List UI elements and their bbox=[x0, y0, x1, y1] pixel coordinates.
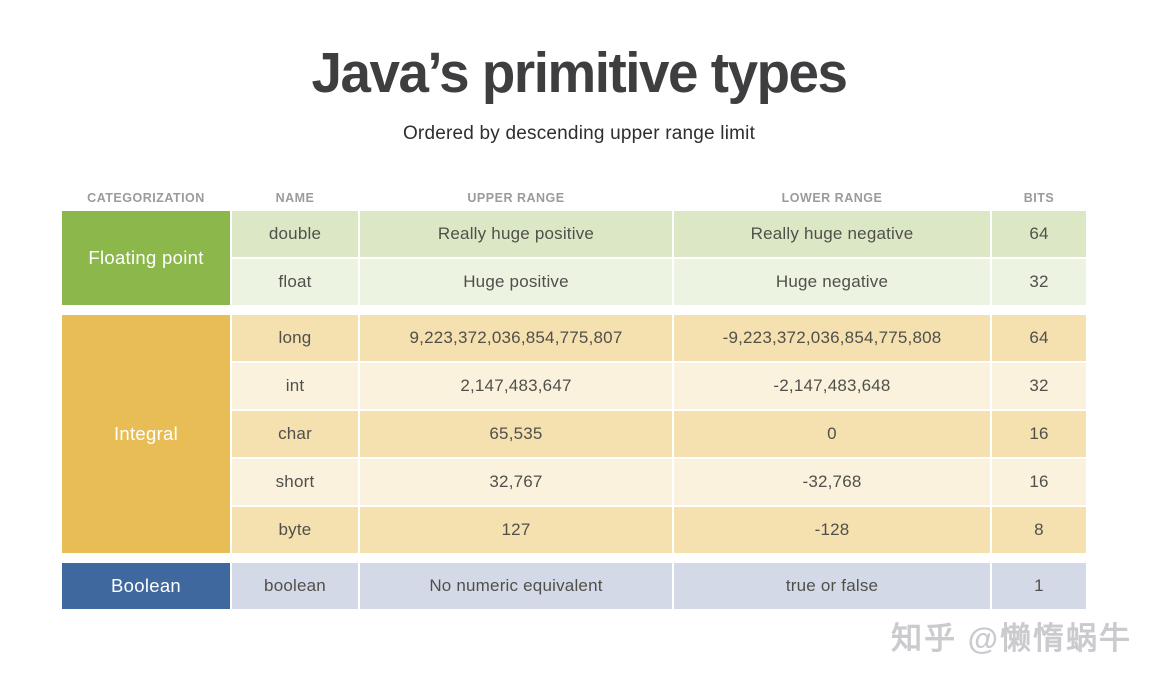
category-cell-integral: Integral bbox=[62, 315, 230, 553]
cell-int-lower: -2,147,483,648 bbox=[674, 363, 990, 409]
cell-long-name: long bbox=[232, 315, 358, 361]
cell-int-name: int bbox=[232, 363, 358, 409]
cell-byte-lower: -128 bbox=[674, 507, 990, 553]
cell-float-name: float bbox=[232, 259, 358, 305]
group-integral: Integral long 9,223,372,036,854,775,807 … bbox=[62, 315, 1086, 553]
cell-int-bits: 32 bbox=[992, 363, 1086, 409]
cell-double-lower: Really huge negative bbox=[674, 211, 990, 257]
cell-short-upper: 32,767 bbox=[360, 459, 672, 505]
category-cell-boolean: Boolean bbox=[62, 563, 230, 609]
cell-long-upper: 9,223,372,036,854,775,807 bbox=[360, 315, 672, 361]
column-header-bits: BITS bbox=[1023, 191, 1055, 205]
category-cell-floating-point: Floating point bbox=[62, 211, 230, 305]
table-header-row: CATEGORIZATION NAME UPPER RANGE LOWER RA… bbox=[62, 185, 1086, 211]
cell-byte-upper: 127 bbox=[360, 507, 672, 553]
page-subtitle: Ordered by descending upper range limit bbox=[402, 123, 756, 144]
cell-boolean-upper: No numeric equivalent bbox=[360, 563, 672, 609]
page-title: Java’s primitive types bbox=[311, 41, 848, 105]
cell-char-upper: 65,535 bbox=[360, 411, 672, 457]
header: Java’s primitive types Ordered by descen… bbox=[0, 0, 1158, 145]
cell-short-lower: -32,768 bbox=[674, 459, 990, 505]
cell-byte-bits: 8 bbox=[992, 507, 1086, 553]
cell-char-lower: 0 bbox=[674, 411, 990, 457]
cell-boolean-lower: true or false bbox=[674, 563, 990, 609]
cell-short-name: short bbox=[232, 459, 358, 505]
column-header-lower-range: LOWER RANGE bbox=[781, 191, 883, 205]
primitive-types-table: CATEGORIZATION NAME UPPER RANGE LOWER RA… bbox=[62, 185, 1086, 609]
cell-double-upper: Really huge positive bbox=[360, 211, 672, 257]
cell-double-name: double bbox=[232, 211, 358, 257]
cell-boolean-name: boolean bbox=[232, 563, 358, 609]
watermark: 知乎 @懒惰蜗牛 bbox=[891, 621, 1132, 656]
cell-long-lower: -9,223,372,036,854,775,808 bbox=[674, 315, 990, 361]
cell-char-name: char bbox=[232, 411, 358, 457]
group-boolean: Boolean boolean No numeric equivalent tr… bbox=[62, 563, 1086, 609]
cell-double-bits: 64 bbox=[992, 211, 1086, 257]
cell-char-bits: 16 bbox=[992, 411, 1086, 457]
cell-int-upper: 2,147,483,647 bbox=[360, 363, 672, 409]
cell-float-upper: Huge positive bbox=[360, 259, 672, 305]
column-header-categorization: CATEGORIZATION bbox=[87, 191, 205, 205]
cell-float-lower: Huge negative bbox=[674, 259, 990, 305]
column-header-name: NAME bbox=[275, 191, 315, 205]
column-header-upper-range: UPPER RANGE bbox=[467, 191, 565, 205]
group-floating-point: Floating point double Really huge positi… bbox=[62, 211, 1086, 305]
cell-short-bits: 16 bbox=[992, 459, 1086, 505]
cell-float-bits: 32 bbox=[992, 259, 1086, 305]
cell-byte-name: byte bbox=[232, 507, 358, 553]
cell-long-bits: 64 bbox=[992, 315, 1086, 361]
page: Java’s primitive types Ordered by descen… bbox=[0, 0, 1158, 656]
cell-boolean-bits: 1 bbox=[992, 563, 1086, 609]
